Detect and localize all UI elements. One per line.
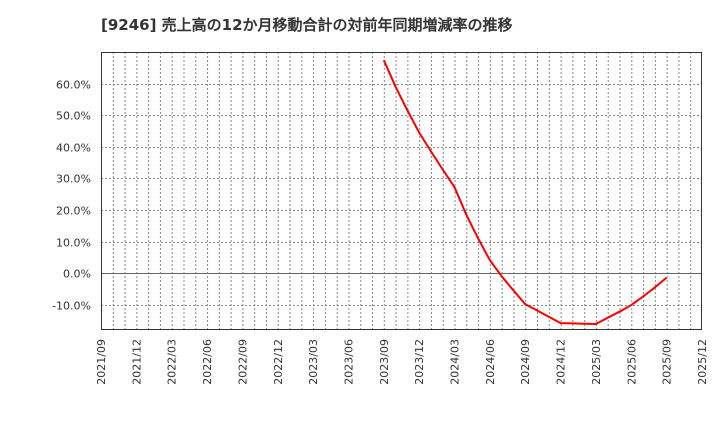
x-tick-label: 2024/03 <box>449 339 462 385</box>
y-tick-label: 40.0% <box>56 142 91 155</box>
x-tick-label: 2022/12 <box>272 339 285 385</box>
x-tick-label: 2024/09 <box>519 339 532 385</box>
x-tick-label: 2021/12 <box>130 339 143 385</box>
plot-frame <box>101 52 702 330</box>
x-tick-label: 2025/12 <box>696 339 709 385</box>
chart-title: [9246] 売上高の12か月移動合計の対前年同期増減率の推移 <box>101 16 513 34</box>
x-tick-label: 2024/06 <box>484 339 497 385</box>
y-tick-label: 30.0% <box>56 173 91 186</box>
x-tick-label: 2023/03 <box>307 339 320 385</box>
x-tick-label: 2023/09 <box>378 339 391 385</box>
x-tick-label: 2022/06 <box>201 339 214 385</box>
x-tick-label: 2025/06 <box>625 339 638 385</box>
x-tick-label: 2021/09 <box>95 339 108 385</box>
x-tick-label: 2024/12 <box>555 339 568 385</box>
y-tick-label: -10.0% <box>52 300 91 313</box>
y-tick-label: 20.0% <box>56 205 91 218</box>
y-tick-label: 50.0% <box>56 110 91 123</box>
x-tick-label: 2025/03 <box>590 339 603 385</box>
x-tick-label: 2025/09 <box>661 339 674 385</box>
x-tick-label: 2022/03 <box>166 339 179 385</box>
y-tick-label: 0.0% <box>63 268 91 281</box>
x-tick-label: 2022/09 <box>236 339 249 385</box>
y-tick-label: 60.0% <box>56 79 91 92</box>
x-tick-label: 2023/12 <box>413 339 426 385</box>
y-tick-label: 10.0% <box>56 237 91 250</box>
x-tick-label: 2023/06 <box>342 339 355 385</box>
series-line <box>382 59 668 325</box>
